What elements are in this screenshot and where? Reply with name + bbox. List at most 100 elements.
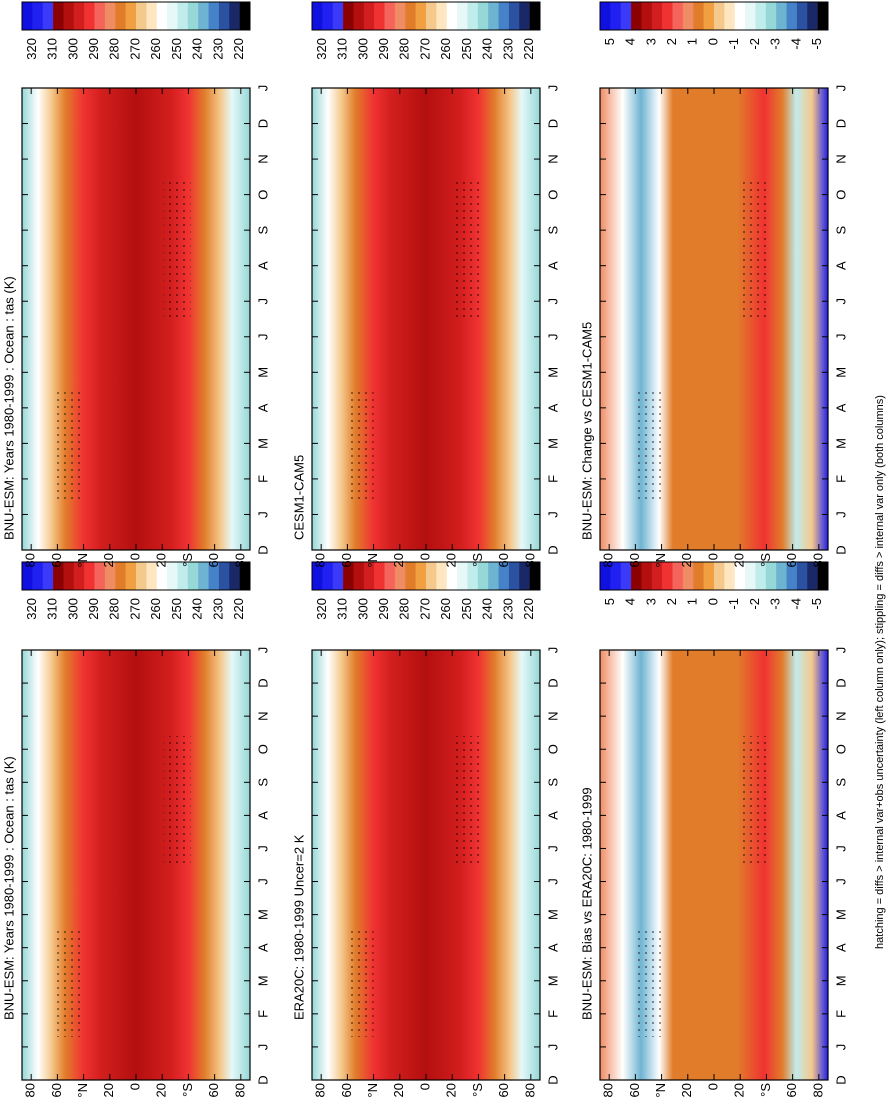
x-tick-label: F xyxy=(545,1010,560,1018)
colorbar-box xyxy=(446,2,458,30)
y-tick-label: °S xyxy=(180,553,195,567)
y-tick-label: 80 xyxy=(23,1083,38,1097)
colorbar-label: 1 xyxy=(685,38,700,45)
y-tick-label: 60 xyxy=(206,1083,221,1097)
stippling xyxy=(163,180,191,319)
panel: CESM1-CAM5 80 60 °N 20 0 20 °S 60 80 D J F M A M J J A S O N D… xyxy=(291,1,560,568)
colorbar-box xyxy=(703,562,715,590)
colorbar-box xyxy=(312,562,323,590)
x-tick-label: S xyxy=(545,225,560,234)
colorbar-box xyxy=(332,562,344,590)
colorbar-frame xyxy=(311,561,541,591)
colorbar-box xyxy=(693,562,704,590)
y-tick-label: 20 xyxy=(391,1083,406,1097)
colorbar-box xyxy=(322,562,334,590)
colorbar-box xyxy=(693,2,704,30)
x-tick-label: A xyxy=(255,403,270,412)
colorbar-box xyxy=(115,562,126,590)
colorbar-label: 300 xyxy=(355,598,370,620)
x-tick-label: J xyxy=(255,511,270,518)
colorbar-box xyxy=(332,2,344,30)
colorbar-box xyxy=(384,2,396,30)
x-tick-label: J xyxy=(545,511,560,518)
colorbar-box xyxy=(177,562,189,590)
x-tick-label: N xyxy=(545,154,560,163)
panel-title: BNU-ESM: Bias vs ERA20C: 1980-1999 xyxy=(579,787,594,1020)
colorbar-box xyxy=(94,2,106,30)
stippling xyxy=(453,736,481,865)
x-tick-label: A xyxy=(545,261,560,270)
y-tick-label: 60 xyxy=(496,553,511,567)
colorbar-box xyxy=(136,2,147,30)
y-tick-label: 80 xyxy=(810,553,825,567)
colorbar-box xyxy=(343,2,354,30)
colorbar-box xyxy=(229,2,240,30)
colorbar-box xyxy=(63,562,75,590)
colorbar-box xyxy=(786,2,798,30)
colorbar-box xyxy=(415,2,427,30)
x-tick-label: D xyxy=(255,678,270,687)
y-tick-label: °N xyxy=(365,1083,380,1098)
colorbar-label: 250 xyxy=(459,38,474,60)
x-tick-label: N xyxy=(545,711,560,720)
colorbar-box xyxy=(198,2,209,30)
colorbar-box xyxy=(32,2,44,30)
footnote: hatching = diffs > internal var+obs unce… xyxy=(874,395,886,949)
colorbar-box xyxy=(734,562,746,590)
y-tick-label: 80 xyxy=(522,553,537,567)
colorbar-box xyxy=(488,562,499,590)
y-tick-label: 20 xyxy=(101,1083,116,1097)
colorbar-box xyxy=(125,562,137,590)
colorbar-box xyxy=(177,2,189,30)
y-tick-label: 80 xyxy=(23,553,38,567)
colorbar-box xyxy=(631,562,642,590)
colorbar-label: 260 xyxy=(438,38,453,60)
y-tick-label: 0 xyxy=(705,1083,720,1090)
colorbar-box xyxy=(703,2,715,30)
colorbar-label: 300 xyxy=(65,38,80,60)
panel: BNU-ESM: Years 1980-1999 : Ocean : tas (… xyxy=(1,561,270,1098)
colorbar-label: 310 xyxy=(45,38,60,60)
colorbar-box xyxy=(796,562,808,590)
colorbar-box xyxy=(343,562,354,590)
colorbar-box xyxy=(600,2,611,30)
colorbar-label: 290 xyxy=(86,38,101,60)
y-tick-label: 0 xyxy=(127,1083,142,1090)
colorbar-box xyxy=(436,2,448,30)
x-tick-label: J xyxy=(833,298,848,305)
colorbar-box xyxy=(457,2,468,30)
colorbar-label: 280 xyxy=(107,38,122,60)
colorbar-box xyxy=(600,562,611,590)
colorbar-box xyxy=(796,2,808,30)
y-tick-label: 20 xyxy=(444,553,459,567)
stippling xyxy=(634,929,662,1037)
colorbar-box xyxy=(776,2,787,30)
colorbar-box xyxy=(32,562,44,590)
y-tick-label: 0 xyxy=(417,1083,432,1090)
colorbar-box xyxy=(63,2,75,30)
x-tick-label: O xyxy=(545,190,560,200)
colorbar-box xyxy=(394,2,406,30)
y-tick-label: °S xyxy=(470,1083,485,1097)
colorbar-box xyxy=(104,562,116,590)
colorbar-box xyxy=(208,562,220,590)
x-tick-label: J xyxy=(255,334,270,341)
stippling xyxy=(741,180,769,319)
y-tick-label: °N xyxy=(365,553,380,568)
x-tick-label: M xyxy=(255,909,270,920)
colorbar-label: 230 xyxy=(210,38,225,60)
colorbar-box xyxy=(42,562,54,590)
colorbar-box xyxy=(467,2,479,30)
colorbar-frame xyxy=(21,561,251,591)
colorbar-box xyxy=(363,562,375,590)
panel: BNU-ESM: Years 1980-1999 : Ocean : tas (… xyxy=(1,1,270,568)
x-tick-label: N xyxy=(833,711,848,720)
colorbar-box xyxy=(229,562,240,590)
colorbar-label: 290 xyxy=(376,38,391,60)
y-tick-label: °S xyxy=(758,553,773,567)
colorbar-box xyxy=(167,2,178,30)
colorbar-box xyxy=(610,562,622,590)
colorbar-label: 5 xyxy=(602,598,617,605)
